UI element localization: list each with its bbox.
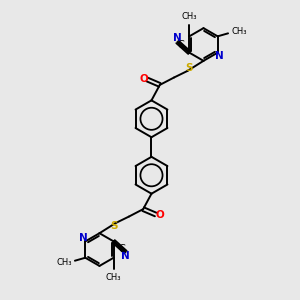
Text: CH₃: CH₃ bbox=[182, 12, 197, 21]
Text: CH₃: CH₃ bbox=[56, 258, 72, 267]
Text: N: N bbox=[215, 51, 224, 61]
Text: C: C bbox=[178, 40, 185, 50]
Text: O: O bbox=[139, 74, 148, 84]
Text: N: N bbox=[79, 233, 88, 243]
Text: N: N bbox=[173, 33, 182, 43]
Text: S: S bbox=[111, 221, 118, 231]
Text: C: C bbox=[118, 244, 125, 254]
Text: CH₃: CH₃ bbox=[106, 273, 122, 282]
Text: S: S bbox=[185, 63, 192, 73]
Text: N: N bbox=[121, 251, 130, 261]
Text: CH₃: CH₃ bbox=[231, 27, 247, 36]
Text: O: O bbox=[155, 210, 164, 220]
